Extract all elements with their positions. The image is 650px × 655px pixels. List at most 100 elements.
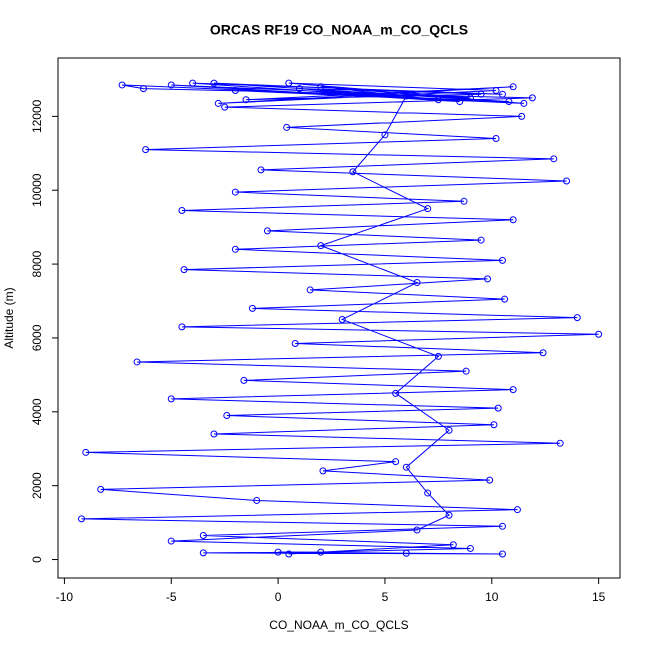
data-point: [285, 79, 293, 87]
data-point: [518, 112, 526, 120]
data-point: [539, 349, 547, 357]
data-point: [97, 485, 105, 493]
data-point: [445, 511, 453, 519]
data-point: [306, 286, 314, 294]
data-point: [133, 358, 141, 366]
data-point: [231, 188, 239, 196]
data-point: [180, 266, 188, 274]
x-tick-label: -10: [56, 590, 74, 604]
chart-title: ORCAS RF19 CO_NOAA_m_CO_QCLS: [210, 22, 468, 38]
data-point: [477, 236, 485, 244]
data-point: [118, 81, 126, 89]
data-point: [210, 430, 218, 438]
data-point: [528, 94, 536, 102]
data-point: [317, 83, 325, 91]
data-point: [413, 526, 421, 534]
data-point: [199, 532, 207, 540]
data-point: [253, 496, 261, 504]
data-point: [509, 83, 517, 91]
data-point: [573, 314, 581, 322]
data-point: [402, 549, 410, 557]
data-point: [462, 367, 470, 375]
data-point: [231, 87, 239, 94]
data-point: [498, 90, 506, 98]
y-tick-label: 2000: [30, 472, 44, 499]
data-point: [139, 85, 147, 93]
y-tick-label: 6000: [30, 324, 44, 351]
data-point: [424, 205, 432, 213]
data-point: [257, 166, 265, 174]
data-point: [242, 96, 250, 104]
data-point: [505, 98, 513, 106]
data-point: [274, 548, 282, 556]
data-point: [263, 227, 271, 235]
data-point: [494, 404, 502, 412]
data-point: [520, 99, 528, 107]
data-line: [81, 82, 599, 555]
plot-frame: [57, 57, 621, 579]
data-point: [402, 463, 410, 471]
y-tick-label: 8000: [30, 250, 44, 277]
data-point: [563, 177, 571, 185]
data-point: [498, 256, 506, 264]
data-point: [509, 386, 517, 394]
data-point: [484, 275, 492, 283]
y-tick-label: 0: [30, 556, 44, 563]
data-point: [178, 207, 186, 215]
data-point: [413, 279, 421, 287]
data-point: [466, 544, 474, 552]
data-point: [189, 79, 197, 87]
data-point: [486, 476, 494, 484]
data-point: [285, 550, 293, 558]
data-point: [434, 352, 442, 360]
data-point: [466, 94, 474, 102]
data-point: [498, 522, 506, 530]
data-point: [595, 330, 603, 338]
data-point: [434, 96, 442, 104]
data-point: [392, 458, 400, 466]
y-tick-label: 4000: [30, 398, 44, 425]
x-tick-label: 5: [382, 590, 389, 604]
data-point: [317, 242, 325, 250]
x-tick-label: 15: [592, 590, 606, 604]
data-point: [231, 245, 239, 253]
data-point: [82, 448, 90, 456]
data-point: [167, 537, 175, 545]
data-point: [319, 467, 327, 475]
data-point: [460, 197, 468, 205]
y-axis-label: Altitude (m): [2, 287, 16, 348]
x-tick-label: -5: [166, 590, 177, 604]
data-point: [78, 515, 86, 523]
data-point: [501, 295, 509, 303]
x-tick-label: 0: [275, 590, 282, 604]
data-point: [349, 168, 357, 176]
data-point: [381, 131, 389, 139]
data-point: [392, 389, 400, 397]
data-point: [424, 489, 432, 497]
data-point: [214, 99, 222, 107]
data-point: [490, 421, 498, 429]
y-tick-label: 10000: [30, 173, 44, 207]
data-point: [498, 550, 506, 558]
data-point: [223, 412, 231, 419]
data-point: [199, 549, 207, 557]
data-point: [556, 439, 564, 447]
data-point: [210, 79, 218, 87]
data-point: [550, 155, 558, 163]
data-point: [248, 304, 256, 312]
data-point: [449, 541, 457, 549]
data-point: [240, 376, 248, 384]
data-point: [456, 98, 464, 106]
data-point: [509, 216, 517, 224]
data-point: [221, 103, 229, 111]
data-point: [291, 339, 299, 347]
data-point: [402, 92, 410, 100]
data-point: [445, 426, 453, 434]
data-point: [513, 506, 521, 514]
data-point: [317, 548, 325, 556]
x-tick-label: 10: [485, 590, 499, 604]
data-point: [178, 323, 186, 331]
data-point: [338, 315, 346, 323]
